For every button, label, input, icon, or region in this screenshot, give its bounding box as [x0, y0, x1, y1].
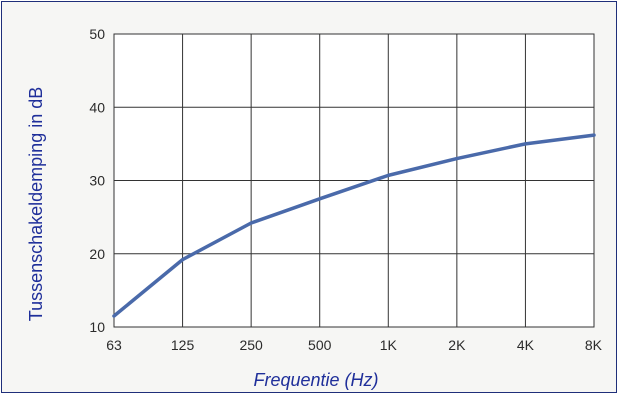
- data-point: [249, 221, 253, 225]
- data-point: [455, 157, 459, 161]
- y-tick-label: 20: [89, 246, 105, 262]
- data-point: [318, 197, 322, 201]
- x-tick-labels: 63 125 250 500 1K 2K 4K 8K: [106, 337, 602, 353]
- x-tick-label: 8K: [585, 337, 603, 353]
- data-point: [181, 258, 185, 262]
- x-tick-label: 500: [308, 337, 332, 353]
- data-point: [386, 173, 390, 177]
- x-tick-label: 2K: [448, 337, 466, 353]
- x-tick-label: 1K: [380, 337, 398, 353]
- x-tick-label: 250: [239, 337, 263, 353]
- y-tick-label: 40: [89, 99, 105, 115]
- y-tick-label: 50: [89, 26, 105, 42]
- y-tick-label: 10: [89, 319, 105, 335]
- data-point: [112, 314, 116, 318]
- grid: [113, 33, 595, 328]
- y-tick-label: 30: [89, 173, 105, 189]
- x-tick-label: 4K: [517, 337, 535, 353]
- y-tick-labels: 10 20 30 40 50: [89, 26, 105, 335]
- x-axis-label: Frequentie (Hz): [253, 370, 378, 390]
- y-axis-label: Tussenschakeldemping in dB: [26, 87, 46, 321]
- x-tick-label: 63: [106, 337, 122, 353]
- data-point: [523, 142, 527, 146]
- data-point: [592, 133, 596, 137]
- series-group: [112, 133, 596, 318]
- x-tick-label: 125: [171, 337, 195, 353]
- series-line: [112, 133, 596, 318]
